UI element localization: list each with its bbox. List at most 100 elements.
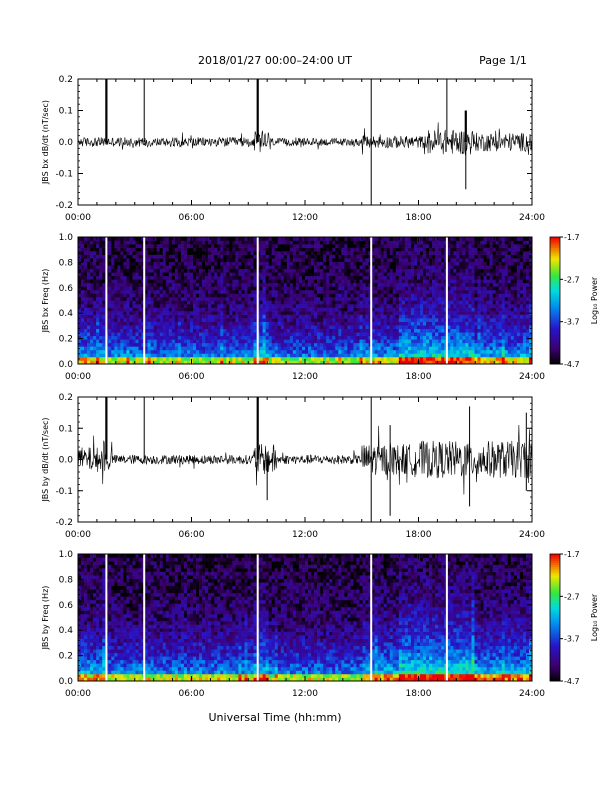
heatmap-cell: [332, 251, 335, 255]
heatmap-cell: [117, 251, 120, 255]
heatmap-cell: [329, 251, 332, 255]
heatmap-cell: [402, 290, 405, 294]
heatmap-cell: [308, 304, 311, 308]
heatmap-cell: [426, 311, 429, 315]
heatmap-cell: [344, 262, 347, 266]
heatmap-cell: [211, 279, 214, 283]
heatmap-cell: [226, 265, 229, 269]
heatmap-cell: [129, 339, 132, 343]
heatmap-cell: [390, 251, 393, 255]
heatmap-cell: [232, 301, 235, 305]
heatmap-cell: [429, 283, 432, 287]
heatmap-cell: [129, 241, 132, 245]
heatmap-cell: [87, 336, 90, 340]
heatmap-cell: [244, 325, 247, 329]
heatmap-cell: [111, 332, 114, 336]
heatmap-cell: [344, 325, 347, 329]
heatmap-cell: [108, 286, 111, 290]
heatmap-cell: [438, 350, 441, 354]
heatmap-cell: [111, 315, 114, 319]
heatmap-cell: [399, 311, 402, 315]
heatmap-cell: [275, 297, 278, 301]
heatmap-cell: [323, 283, 326, 287]
heatmap-cell: [181, 325, 184, 329]
heatmap-cell: [320, 304, 323, 308]
heatmap-cell: [290, 276, 293, 280]
heatmap-cell: [332, 332, 335, 336]
heatmap-cell: [114, 251, 117, 255]
heatmap-cell: [335, 353, 338, 357]
heatmap-cell: [163, 336, 166, 340]
heatmap-cell: [478, 248, 481, 252]
heatmap-cell: [139, 279, 142, 283]
heatmap-cell: [305, 353, 308, 357]
heatmap-cell: [432, 283, 435, 287]
heatmap-cell: [390, 283, 393, 287]
heatmap-cell: [414, 346, 417, 350]
heatmap-cell: [247, 293, 250, 297]
heatmap-cell: [114, 353, 117, 357]
heatmap-cell: [117, 258, 120, 262]
heatmap-cell: [347, 325, 350, 329]
heatmap-cell: [417, 339, 420, 343]
heatmap-cell: [347, 297, 350, 301]
heatmap-cell: [326, 329, 329, 333]
heatmap-cell: [217, 339, 220, 343]
heatmap-cell: [471, 237, 474, 241]
heatmap-cell: [102, 297, 105, 301]
heatmap-cell: [160, 322, 163, 326]
heatmap-cell: [396, 283, 399, 287]
heatmap-cell: [208, 308, 211, 312]
heatmap-cell: [275, 286, 278, 290]
heatmap-cell: [108, 301, 111, 305]
heatmap-cell: [338, 248, 341, 252]
heatmap-cell: [408, 293, 411, 297]
heatmap-cell: [84, 255, 87, 259]
heatmap-cell: [129, 244, 132, 248]
heatmap-cell: [211, 339, 214, 343]
heatmap-cell: [214, 322, 217, 326]
heatmap-cell: [175, 248, 178, 252]
heatmap-cell: [450, 353, 453, 357]
heatmap-cell: [244, 269, 247, 273]
heatmap-cell: [102, 237, 105, 241]
heatmap-cell: [287, 329, 290, 333]
heatmap-cell: [187, 262, 190, 266]
heatmap-cell: [296, 248, 299, 252]
heatmap-cell: [190, 248, 193, 252]
heatmap-cell: [87, 286, 90, 290]
heatmap-cell: [111, 241, 114, 245]
heatmap-cell: [263, 311, 266, 315]
heatmap-cell: [438, 286, 441, 290]
heatmap-cell: [120, 293, 123, 297]
heatmap-cell: [111, 293, 114, 297]
heatmap-cell: [478, 325, 481, 329]
heatmap-cell: [251, 329, 254, 333]
heatmap-cell: [232, 272, 235, 276]
heatmap-cell: [390, 357, 393, 361]
heatmap-cell: [272, 290, 275, 294]
heatmap-cell: [438, 255, 441, 259]
heatmap-cell: [426, 286, 429, 290]
heatmap-cell: [363, 258, 366, 262]
heatmap-cell: [251, 332, 254, 336]
heatmap-cell: [278, 265, 281, 269]
heatmap-cell: [308, 258, 311, 262]
heatmap-cell: [99, 258, 102, 262]
heatmap-cell: [399, 346, 402, 350]
heatmap-cell: [123, 276, 126, 280]
heatmap-cell: [402, 265, 405, 269]
heatmap-cell: [390, 350, 393, 354]
heatmap-cell: [474, 301, 477, 305]
heatmap-cell: [314, 286, 317, 290]
heatmap-cell: [123, 329, 126, 333]
heatmap-cell: [120, 304, 123, 308]
heatmap-cell: [84, 290, 87, 294]
heatmap-cell: [347, 318, 350, 322]
heatmap-cell: [423, 276, 426, 280]
heatmap-cell: [426, 297, 429, 301]
heatmap-cell: [465, 251, 468, 255]
heatmap-cell: [311, 315, 314, 319]
heatmap-cell: [350, 343, 353, 347]
heatmap-cell: [241, 318, 244, 322]
